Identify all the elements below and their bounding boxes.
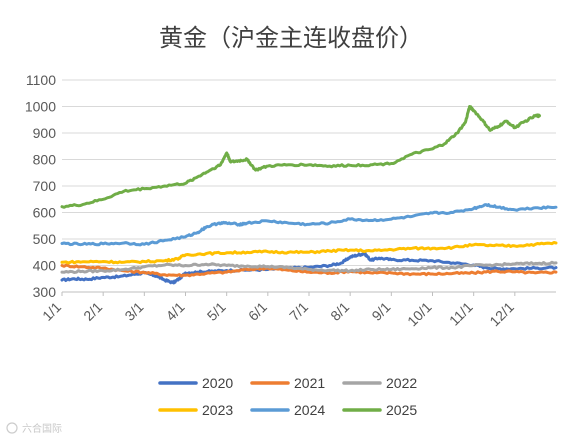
x-tick-label: 9/1: [368, 299, 393, 324]
y-tick-label: 700: [33, 178, 57, 194]
watermark-logo-icon: [6, 422, 18, 434]
x-tick-label: 8/1: [327, 299, 352, 324]
legend-label-2023: 2023: [202, 402, 233, 418]
watermark: 六合国际: [6, 422, 62, 435]
y-tick-label: 500: [33, 231, 57, 247]
x-tick-label: 11/1: [446, 299, 476, 329]
chart-title: 黄金（沪金主连收盘价）: [159, 24, 423, 52]
legend-label-2020: 2020: [202, 375, 233, 391]
x-tick-label: 7/1: [286, 299, 311, 324]
series-line-2023: [60, 241, 558, 265]
y-tick-label: 1100: [26, 72, 56, 88]
x-tick-label: 5/1: [204, 299, 229, 324]
y-tick-label: 1000: [25, 99, 56, 115]
legend-label-2021: 2021: [294, 375, 325, 391]
y-tick-label: 300: [33, 284, 57, 300]
x-axis: 1/1 2/1 3/1 4/1 5/1 6/1 7/1 8/1 9/1 10/1 11/1 12/1: [39, 291, 556, 330]
x-tick-label: 10/1: [404, 299, 435, 330]
x-tick-label: 1/1: [39, 299, 64, 324]
legend-label-2022: 2022: [386, 375, 417, 391]
y-tick-label: 400: [33, 258, 57, 274]
x-tick-label: 12/1: [486, 299, 517, 330]
legend: 2020 2021 2022 2023 2024 2025: [158, 375, 417, 418]
y-tick-label: 600: [33, 205, 57, 221]
x-tick-label: 4/1: [163, 299, 188, 324]
series-line-2021: [60, 263, 558, 278]
y-tick-label: 800: [33, 152, 57, 168]
legend-label-2025: 2025: [386, 402, 417, 418]
series-lines: [60, 105, 558, 285]
x-tick-label: 3/1: [121, 299, 146, 324]
series-line-2024: [60, 203, 558, 247]
series-line-2025: [60, 105, 541, 209]
watermark-text: 六合国际: [22, 422, 62, 435]
y-axis: 300 400 500 600 700 800 900 1000 1100: [25, 72, 56, 300]
legend-label-2024: 2024: [294, 402, 325, 418]
x-tick-label: 2/1: [80, 299, 105, 324]
series-line-2022: [60, 260, 558, 274]
x-tick-label: 6/1: [245, 299, 270, 324]
y-tick-label: 900: [33, 125, 57, 141]
